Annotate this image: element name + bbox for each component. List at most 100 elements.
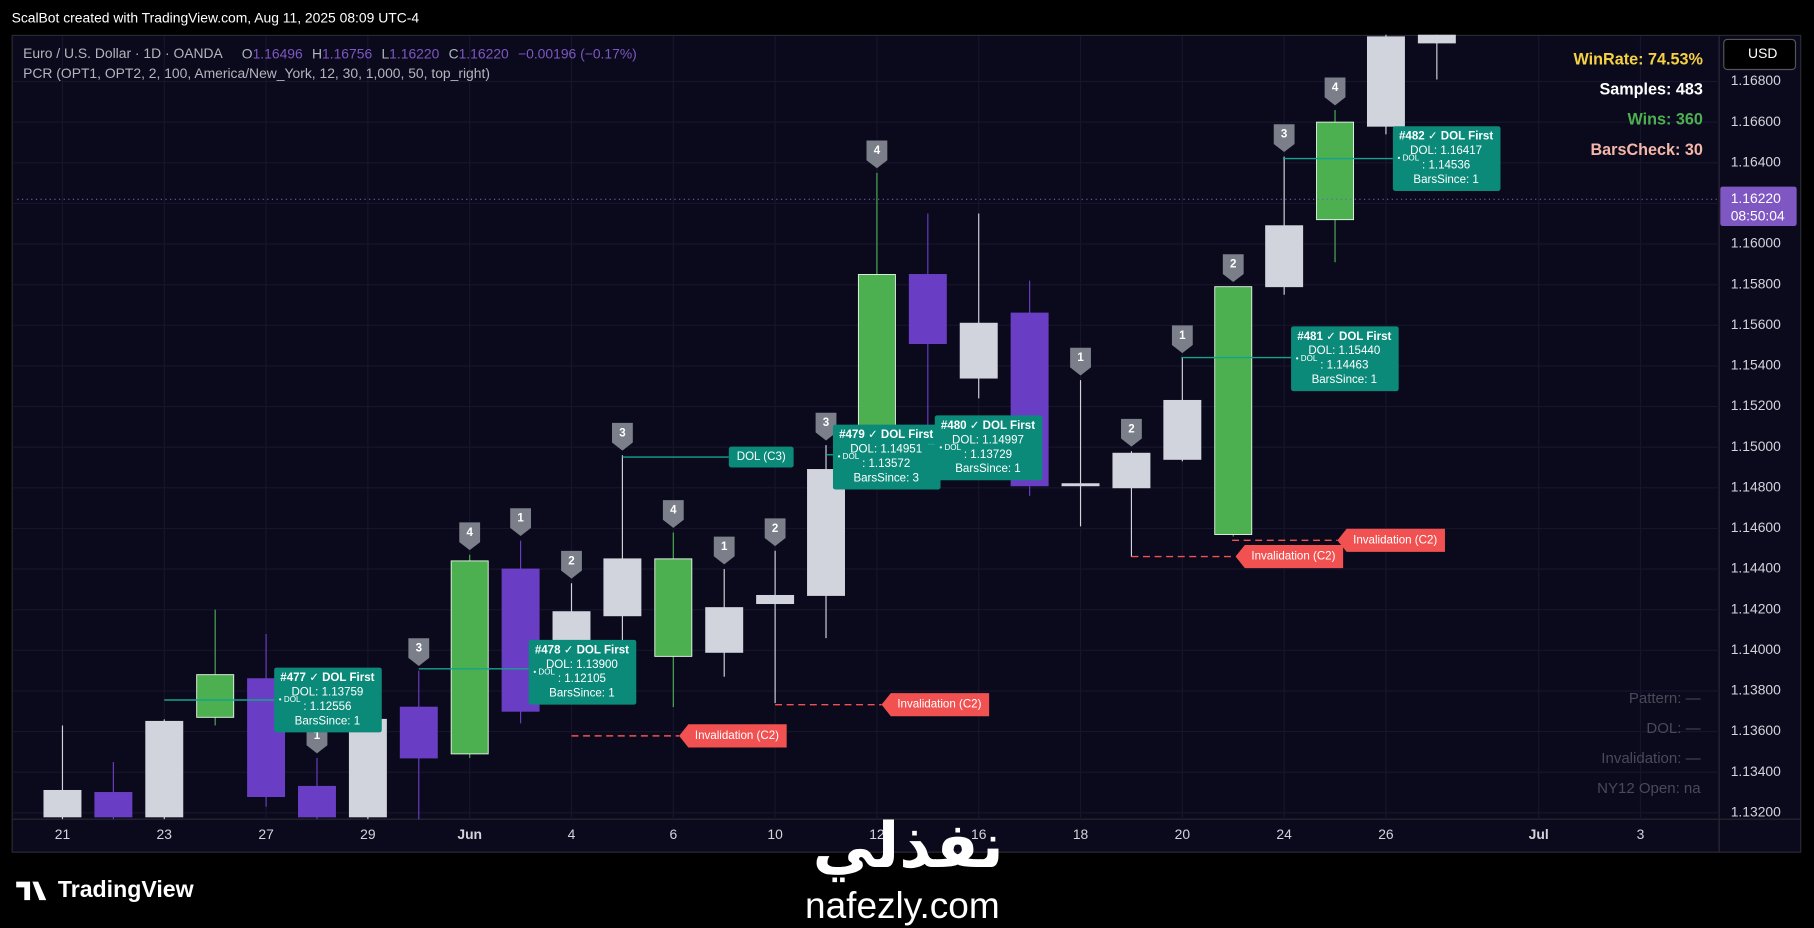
marker-label: 3 (619, 427, 625, 439)
stat: BarsCheck: 30 (1590, 141, 1702, 159)
y-tick-label: 1.15600 (1731, 316, 1781, 332)
candle-body (959, 322, 998, 379)
marker-label: 2 (772, 523, 778, 535)
x-tick-label: 6 (669, 826, 677, 842)
marker-label: 3 (1281, 129, 1287, 141)
dol-box-line: BarsSince: 1 (1413, 174, 1478, 186)
x-tick-label: 18 (1073, 826, 1089, 842)
y-tick-label: 1.14000 (1731, 641, 1781, 657)
status: DOL: — (1646, 720, 1701, 737)
last-price-box (1720, 186, 1797, 226)
marker-flag (815, 412, 837, 441)
marker-label: 2 (1230, 259, 1236, 271)
x-tick-label: 16 (971, 826, 987, 842)
y-tick-label: 1.16000 (1731, 235, 1781, 251)
watermark-url: nafezly.com (805, 884, 1000, 926)
candle-body (1316, 121, 1355, 221)
marker-flag (561, 550, 582, 579)
ohlc-key: H (312, 45, 322, 61)
marker-label: 4 (670, 505, 677, 517)
dol-tag: • DOL (533, 667, 555, 676)
last-price: 1.16220 (1731, 190, 1781, 206)
legend: Euro / U.S. Dollar · 1D · OANDA O1.16496 H… (23, 45, 637, 81)
dol-box-line: BarsSince: 1 (549, 688, 614, 700)
ohlc-value: 1.16496 (253, 45, 303, 61)
dol-box-line: #477 ✓ DOL First (280, 672, 374, 684)
dol-box (934, 415, 1043, 481)
dol-box-line: BarsSince: 1 (1312, 374, 1377, 386)
ohlc-value: 1.16756 (322, 45, 372, 61)
marker-flag (713, 536, 735, 565)
dol-box-line: #480 ✓ DOL First (941, 420, 1035, 432)
marker-label: 2 (568, 555, 574, 567)
invalidation-box (1337, 528, 1445, 552)
ohlc-value: 1.16220 (389, 45, 439, 61)
y-tick-label: 1.14800 (1731, 478, 1781, 494)
marker-flag (764, 518, 786, 547)
dol-box-line: : 1.12105 (558, 673, 606, 685)
dol-box (528, 639, 637, 705)
y-tick-label: 1.15800 (1731, 275, 1781, 291)
marker-label: 1 (1077, 352, 1084, 364)
dol-c3-box (728, 446, 794, 468)
dol-c3-label: DOL (C3) (737, 451, 786, 463)
logo-text: TradingView (58, 876, 195, 902)
marker-flag (611, 422, 633, 451)
currency: USD (1748, 45, 1777, 61)
y-tick-label: 1.16800 (1731, 72, 1781, 88)
currency-button[interactable] (1723, 38, 1797, 71)
dol-box-line: DOL: 1.14951 (850, 444, 922, 456)
y-tick-label: 1.13200 (1731, 803, 1781, 819)
candle-body (807, 469, 845, 596)
x-tick-label: 20 (1175, 826, 1191, 842)
x-tick-label: 3 (1637, 826, 1645, 842)
ohlc-key: L (381, 45, 389, 61)
candle-body (196, 674, 235, 718)
x-tick-label: Jun (457, 826, 482, 842)
dol-box-line: #479 ✓ DOL First (839, 429, 933, 441)
candles (13, 34, 1720, 820)
logo-icon (16, 881, 48, 901)
dol-tag: • DOL (1398, 154, 1420, 163)
candle-body (1214, 286, 1253, 535)
candle-body (399, 706, 438, 759)
tradingview-logo: TradingView (16, 876, 195, 902)
header: ScalBot created with TradingView.com, Au… (12, 9, 420, 25)
dol-box-line: DOL: 1.15440 (1308, 345, 1380, 357)
candle-body (1265, 225, 1304, 288)
dol-box-line: DOL: 1.13759 (291, 687, 363, 699)
invalidation-label: Invalidation (C2) (1353, 534, 1437, 546)
invalidation-box (881, 693, 990, 717)
x-tick-label: 29 (360, 826, 376, 842)
dol-box-line: : 1.14536 (1422, 160, 1470, 172)
countdown: 08:50:04 (1731, 207, 1785, 223)
candle-body (1061, 483, 1100, 487)
stat: WinRate: 74.53% (1574, 51, 1703, 69)
marker-label: 4 (1332, 82, 1339, 94)
candle-body (1366, 36, 1405, 127)
marker-flag (1222, 254, 1244, 283)
marker-label: 1 (517, 513, 524, 525)
y-tick-label: 1.14200 (1731, 600, 1781, 616)
x-tick-label: 27 (258, 826, 274, 842)
x-tick-label: 26 (1378, 826, 1394, 842)
x-tick-label: 23 (157, 826, 173, 842)
candle-body (43, 789, 82, 818)
y-tick-label: 1.16400 (1731, 153, 1781, 169)
marker-flag (662, 500, 684, 528)
invalidation-label: Invalidation (C2) (1251, 551, 1335, 563)
chart-title: Euro / U.S. Dollar · 1D · OANDA (23, 45, 223, 61)
marker-flag (1171, 325, 1193, 354)
invalidation-label: Invalidation (C2) (695, 730, 779, 742)
y-tick-label: 1.13800 (1731, 682, 1781, 698)
y-tick-label: 1.16600 (1731, 113, 1781, 129)
candle-body (756, 594, 795, 605)
dol-box-line: #481 ✓ DOL First (1297, 331, 1391, 343)
change: −0.00196 (−0.17%) (518, 45, 637, 61)
x-tick-label: 10 (767, 826, 783, 842)
watermark: نفذلي (813, 811, 1004, 882)
dol-box-line: DOL: 1.16417 (1410, 145, 1482, 157)
x-tick-label: 4 (568, 826, 576, 842)
